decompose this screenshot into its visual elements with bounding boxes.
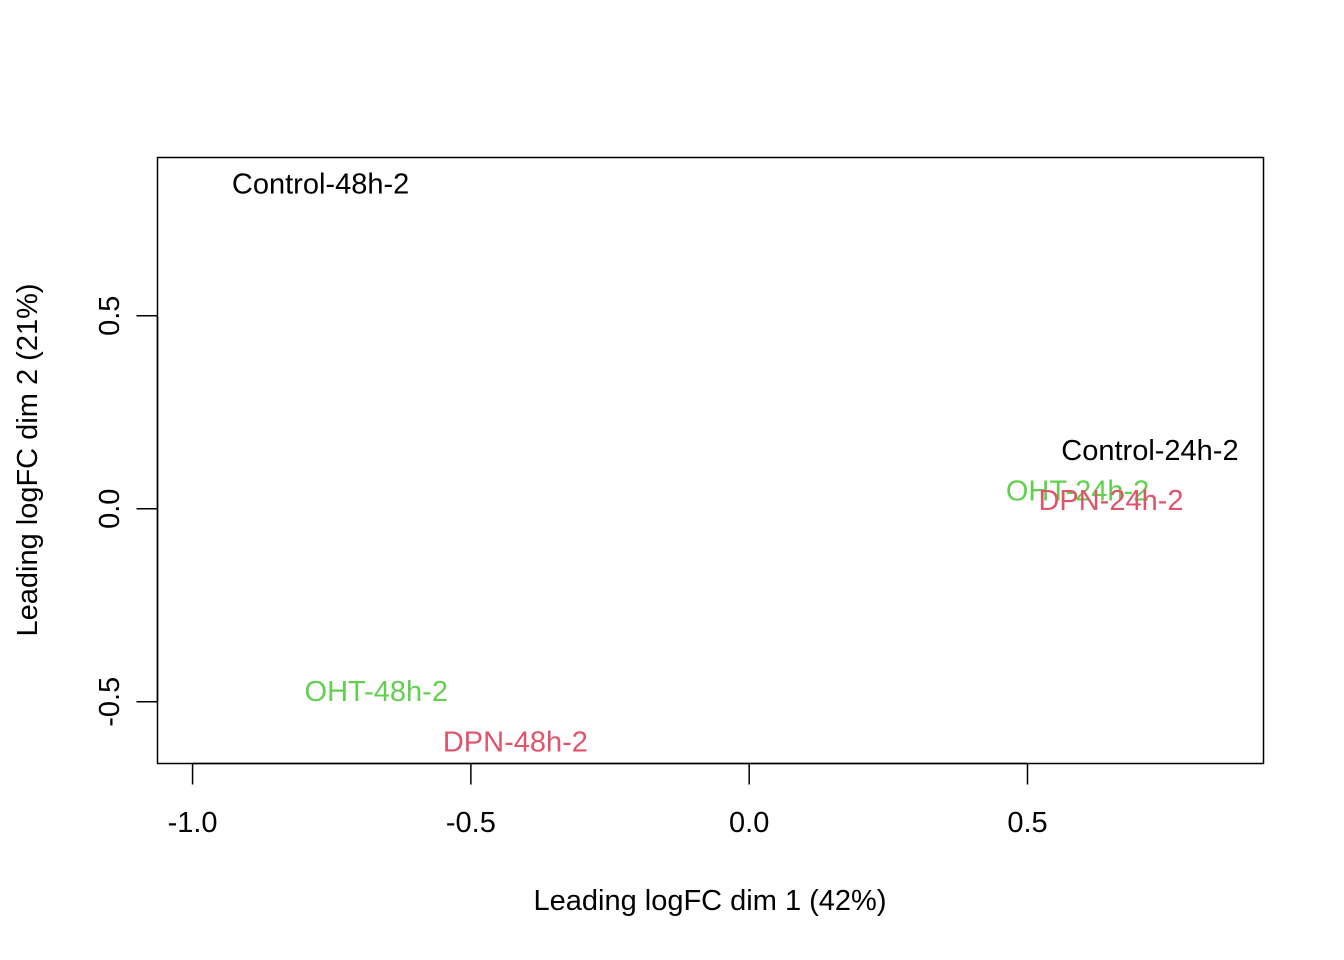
x-axis-label: Leading logFC dim 1 (42%) <box>533 885 886 917</box>
point-label: Control-48h-2 <box>232 169 409 201</box>
point-labels: Control-48h-2 Control-24h-2 OHT-24h-2DPN-2… <box>232 169 1239 759</box>
x-axis: -1.0 -0.5 0.0 0.5 <box>168 762 1048 839</box>
point-label: OHT-24h-2 <box>1006 475 1149 507</box>
y-axis: -0.5 0.0 0.5 <box>94 296 159 727</box>
point-label: DPN-48h-2 <box>443 726 588 758</box>
y-tick-label: -0.5 <box>94 677 126 727</box>
x-tick-label: -0.5 <box>446 807 496 839</box>
point-label: OHT-48h-2 <box>305 676 448 708</box>
point-label: DPN-24h-2 <box>1038 485 1183 517</box>
x-tick-label: 0.0 <box>729 807 769 839</box>
x-tick-label: 0.5 <box>1007 807 1047 839</box>
y-axis-label: Leading logFC dim 2 (21%) <box>12 283 44 636</box>
y-tick-label: 0.0 <box>94 489 126 529</box>
x-tick-label: -1.0 <box>168 807 218 839</box>
y-tick-label: 0.5 <box>94 296 126 336</box>
point-label: Control-24h-2 <box>1061 435 1238 467</box>
